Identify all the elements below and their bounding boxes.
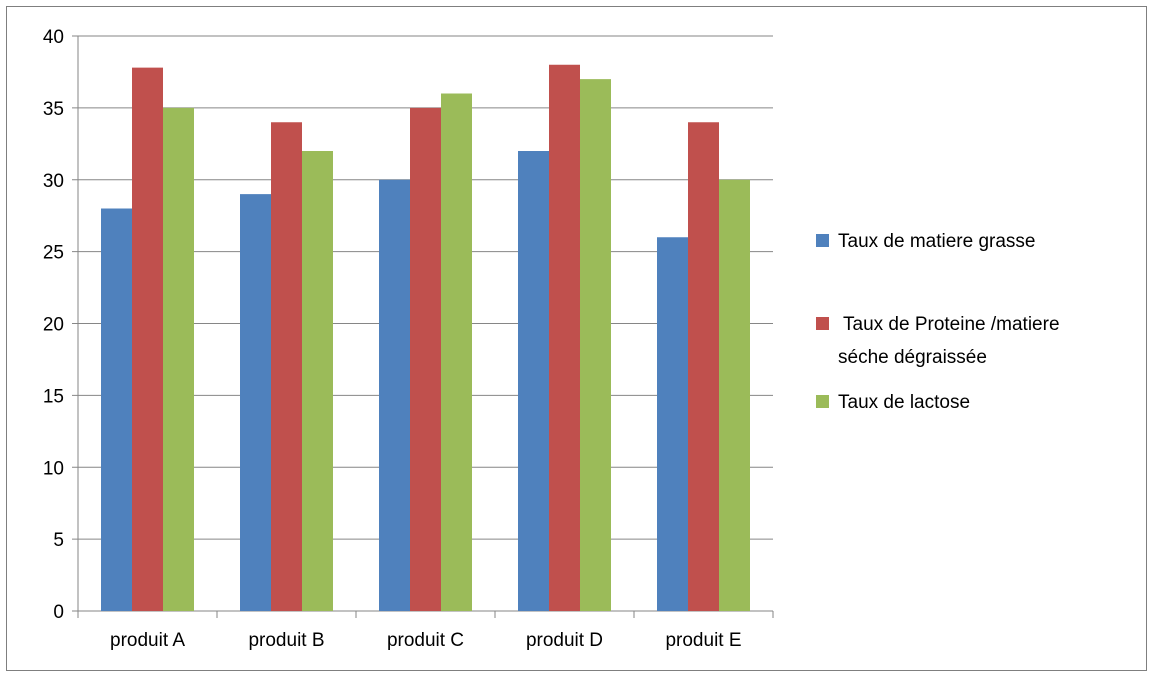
x-tick-label: produit C bbox=[387, 630, 464, 651]
bar bbox=[549, 64, 580, 611]
y-tick-label: 10 bbox=[43, 458, 64, 479]
bar bbox=[240, 194, 271, 611]
bar bbox=[271, 122, 302, 611]
bar bbox=[518, 151, 549, 611]
bar bbox=[163, 107, 194, 611]
bar bbox=[410, 107, 441, 611]
y-tick-label: 35 bbox=[43, 99, 64, 120]
y-tick-label: 20 bbox=[43, 315, 64, 336]
bar bbox=[580, 79, 611, 611]
y-tick-label: 5 bbox=[53, 530, 64, 551]
bars bbox=[101, 64, 750, 611]
legend-swatch bbox=[816, 395, 829, 408]
legend-swatch bbox=[816, 317, 829, 330]
legend: Taux de matiere grasse Taux de Proteine /… bbox=[816, 231, 1060, 413]
y-tick-label: 25 bbox=[43, 243, 64, 264]
bar bbox=[657, 237, 688, 611]
bar bbox=[379, 179, 410, 611]
bar bbox=[719, 179, 750, 611]
x-tick-label: produit A bbox=[110, 630, 185, 651]
tick-labels: 0 5 10 15 20 25 30 35 40 produit A produit B produi… bbox=[43, 27, 742, 651]
y-tick-label: 30 bbox=[43, 171, 64, 192]
legend-swatch bbox=[816, 234, 829, 247]
bar bbox=[302, 151, 333, 611]
y-tick-label: 40 bbox=[43, 27, 64, 48]
x-tick-label: produit D bbox=[526, 630, 603, 651]
bar bbox=[132, 67, 163, 611]
legend-label: Taux de matiere grasse bbox=[838, 231, 1036, 252]
bar bbox=[688, 122, 719, 611]
y-tick-label: 15 bbox=[43, 386, 64, 407]
bar bbox=[101, 208, 132, 611]
x-tick-label: produit E bbox=[665, 630, 741, 651]
x-tick-label: produit B bbox=[248, 630, 324, 651]
legend-label: séche dégraissée bbox=[838, 347, 987, 368]
legend-label: Taux de lactose bbox=[838, 392, 970, 413]
y-tick-label: 0 bbox=[53, 602, 64, 623]
bar bbox=[441, 93, 472, 611]
legend-label: Taux de Proteine /matiere bbox=[843, 314, 1060, 335]
